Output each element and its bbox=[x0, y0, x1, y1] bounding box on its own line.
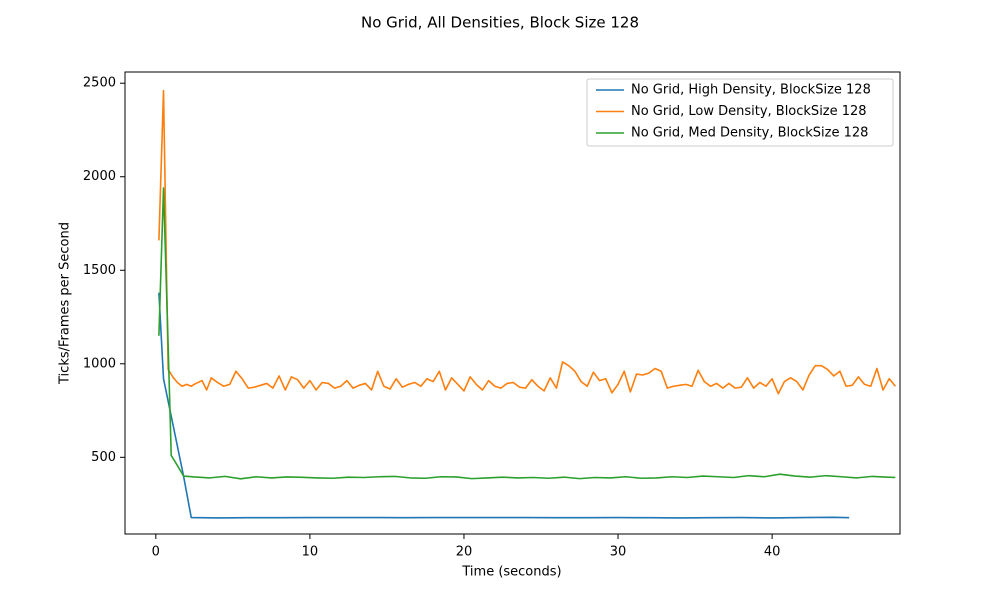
legend: No Grid, High Density, BlockSize 128 No G… bbox=[586, 78, 894, 147]
y-tick-label: 500 bbox=[91, 450, 116, 465]
x-axis-label: Time (seconds) bbox=[461, 565, 561, 580]
plot-frame bbox=[124, 71, 901, 535]
series-line-2 bbox=[158, 187, 896, 480]
series-line-0 bbox=[158, 292, 850, 519]
y-axis-label: Ticks/Frames per Second bbox=[58, 222, 73, 385]
x-tick-label: 30 bbox=[610, 545, 627, 560]
legend-label-1: No Grid, Low Density, BlockSize 128 bbox=[631, 104, 867, 119]
series-layer bbox=[158, 89, 896, 519]
legend-label-0: No Grid, High Density, BlockSize 128 bbox=[631, 83, 871, 98]
y-tick-label: 1500 bbox=[83, 263, 116, 278]
x-tick-label: 10 bbox=[302, 545, 319, 560]
chart-title: No Grid, All Densities, Block Size 128 bbox=[361, 14, 639, 32]
legend-label-2: No Grid, Med Density, BlockSize 128 bbox=[631, 126, 868, 141]
y-tick-label: 2500 bbox=[83, 76, 116, 91]
x-tick-label: 20 bbox=[456, 545, 473, 560]
y-axis: 500 1000 1500 2000 2500 bbox=[83, 76, 125, 465]
x-axis: 0 10 20 30 40 bbox=[152, 534, 781, 560]
y-tick-label: 2000 bbox=[83, 169, 116, 184]
x-tick-label: 0 bbox=[152, 545, 160, 560]
legend-box bbox=[586, 78, 894, 147]
series-line-1 bbox=[158, 89, 896, 395]
y-tick-label: 1000 bbox=[83, 356, 116, 371]
x-tick-label: 40 bbox=[764, 545, 781, 560]
